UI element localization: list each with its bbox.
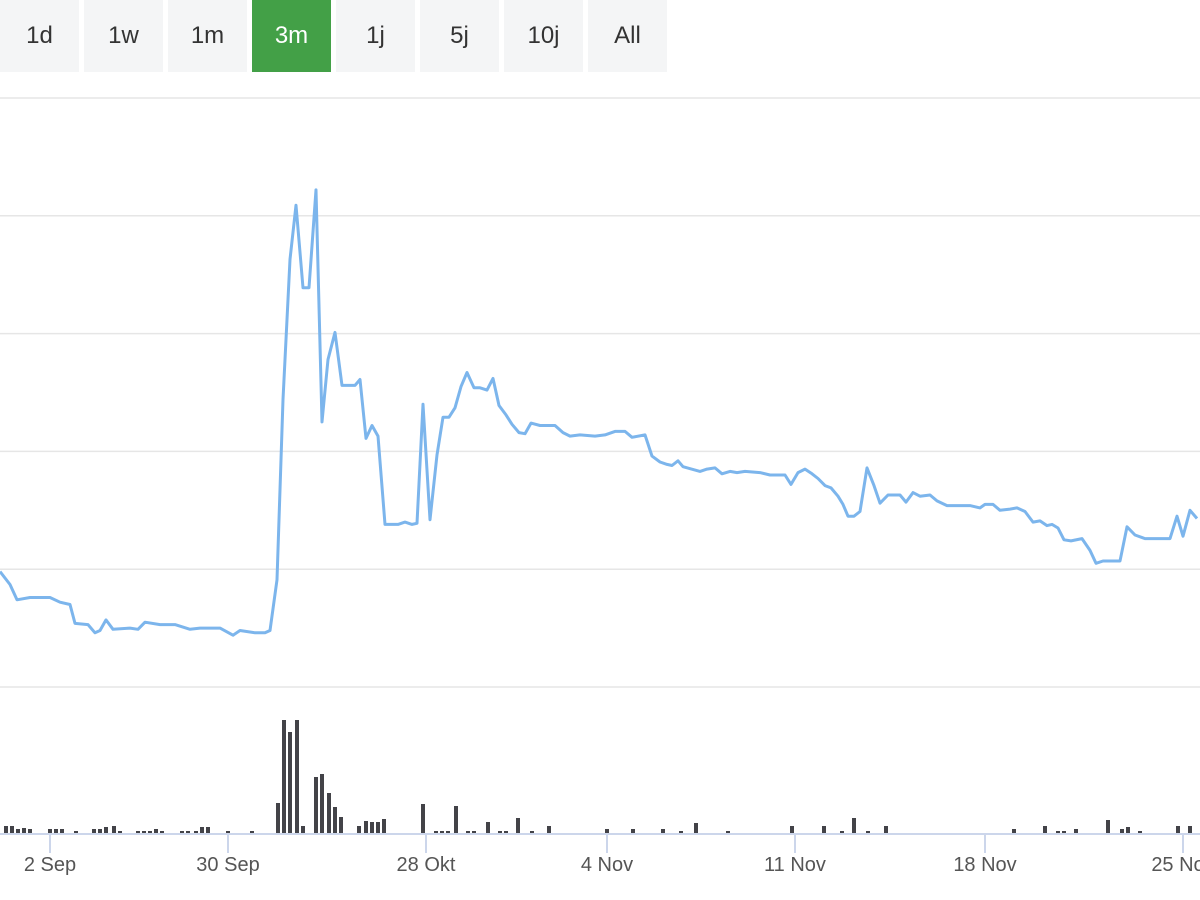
x-tick-label: 4 Nov bbox=[581, 854, 633, 876]
volume-bar bbox=[357, 826, 361, 833]
volume-bar bbox=[10, 826, 14, 833]
volume-bar bbox=[364, 821, 368, 833]
volume-bar bbox=[180, 831, 184, 833]
volume-bar bbox=[446, 831, 450, 833]
volume-bar bbox=[866, 831, 870, 833]
volume-bar bbox=[142, 831, 146, 833]
volume-bar bbox=[136, 831, 140, 833]
volume-bar bbox=[486, 822, 490, 833]
volume-bar bbox=[661, 829, 665, 833]
volume-bar bbox=[54, 829, 58, 833]
volume-bar bbox=[250, 831, 254, 833]
volume-bar bbox=[301, 826, 305, 833]
volume-bar bbox=[22, 828, 26, 833]
volume-bar bbox=[852, 818, 856, 833]
range-button[interactable]: 3m bbox=[252, 0, 331, 72]
volume-bar bbox=[1056, 831, 1060, 833]
volume-bar bbox=[4, 826, 8, 833]
volume-bar bbox=[1138, 831, 1142, 833]
volume-bar bbox=[320, 774, 324, 833]
range-button[interactable]: All bbox=[588, 0, 667, 72]
volume-bar bbox=[74, 831, 78, 833]
volume-bar bbox=[48, 829, 52, 833]
volume-bar bbox=[822, 826, 826, 833]
price-line bbox=[0, 188, 1199, 637]
range-button[interactable]: 1m bbox=[168, 0, 247, 72]
range-button[interactable]: 1w bbox=[84, 0, 163, 72]
range-button[interactable]: 1j bbox=[336, 0, 415, 72]
volume-bar bbox=[840, 831, 844, 833]
volume-bar bbox=[1120, 829, 1124, 833]
volume-bar bbox=[370, 822, 374, 833]
volume-bar bbox=[288, 732, 292, 833]
x-tick-label: 18 Nov bbox=[953, 854, 1016, 876]
volume-bar bbox=[200, 827, 204, 833]
volume-bar bbox=[98, 829, 102, 833]
volume-bar bbox=[206, 827, 210, 833]
volume-bar bbox=[118, 831, 122, 833]
volume-bar bbox=[1188, 826, 1192, 833]
volume-bar bbox=[466, 831, 470, 833]
volume-bar bbox=[226, 831, 230, 833]
volume-bar bbox=[1126, 827, 1130, 833]
volume-bar bbox=[282, 720, 286, 833]
volume-bar bbox=[160, 831, 164, 833]
volume-bar bbox=[1176, 826, 1180, 833]
volume-bar bbox=[186, 831, 190, 833]
volume-bar bbox=[112, 826, 116, 833]
volume-bar bbox=[314, 777, 318, 833]
volume-bar bbox=[92, 829, 96, 833]
volume-bar bbox=[1043, 826, 1047, 833]
range-button[interactable]: 1d bbox=[0, 0, 79, 72]
volume-bar bbox=[339, 817, 343, 833]
volume-bar bbox=[194, 831, 198, 833]
volume-bar bbox=[472, 831, 476, 833]
volume-bar bbox=[1012, 829, 1016, 833]
volume-bar bbox=[104, 827, 108, 833]
volume-bar bbox=[434, 831, 438, 833]
volume-bar bbox=[547, 826, 551, 833]
volume-bar bbox=[1106, 820, 1110, 833]
volume-bar bbox=[1074, 829, 1078, 833]
x-tick-label: 30 Sep bbox=[196, 854, 259, 876]
volume-bar bbox=[454, 806, 458, 833]
volume-bar bbox=[726, 831, 730, 833]
range-button[interactable]: 10j bbox=[504, 0, 583, 72]
volume-bar bbox=[790, 826, 794, 833]
volume-bar bbox=[884, 826, 888, 833]
x-tick-label: 28 Okt bbox=[397, 854, 456, 876]
volume-bar bbox=[516, 818, 520, 833]
volume-bar bbox=[382, 819, 386, 833]
volume-bar bbox=[154, 829, 158, 833]
x-tick-label: 11 Nov bbox=[764, 854, 826, 876]
volume-bar bbox=[376, 822, 380, 833]
volume-bar bbox=[679, 831, 683, 833]
volume-bar bbox=[295, 720, 299, 833]
volume-bar bbox=[1062, 831, 1066, 833]
x-tick-label: 2 Sep bbox=[24, 854, 76, 876]
volume-bar bbox=[28, 829, 32, 833]
volume-bar bbox=[631, 829, 635, 833]
volume-bar bbox=[327, 793, 331, 833]
volume-bar bbox=[421, 804, 425, 833]
volume-bar bbox=[504, 831, 508, 833]
range-selector: 1d 1w 1m 3m 1j 5j 10j All bbox=[0, 0, 667, 72]
volume-bar bbox=[530, 831, 534, 833]
volume-bar bbox=[60, 829, 64, 833]
volume-bar bbox=[605, 829, 609, 833]
volume-bar bbox=[16, 829, 20, 833]
volume-bar bbox=[694, 823, 698, 833]
volume-bar bbox=[148, 831, 152, 833]
x-tick-label: 25 Nov bbox=[1151, 854, 1200, 876]
volume-bar bbox=[498, 831, 502, 833]
volume-bar bbox=[276, 803, 280, 833]
volume-bar bbox=[333, 807, 337, 833]
range-button[interactable]: 5j bbox=[420, 0, 499, 72]
volume-bar bbox=[440, 831, 444, 833]
